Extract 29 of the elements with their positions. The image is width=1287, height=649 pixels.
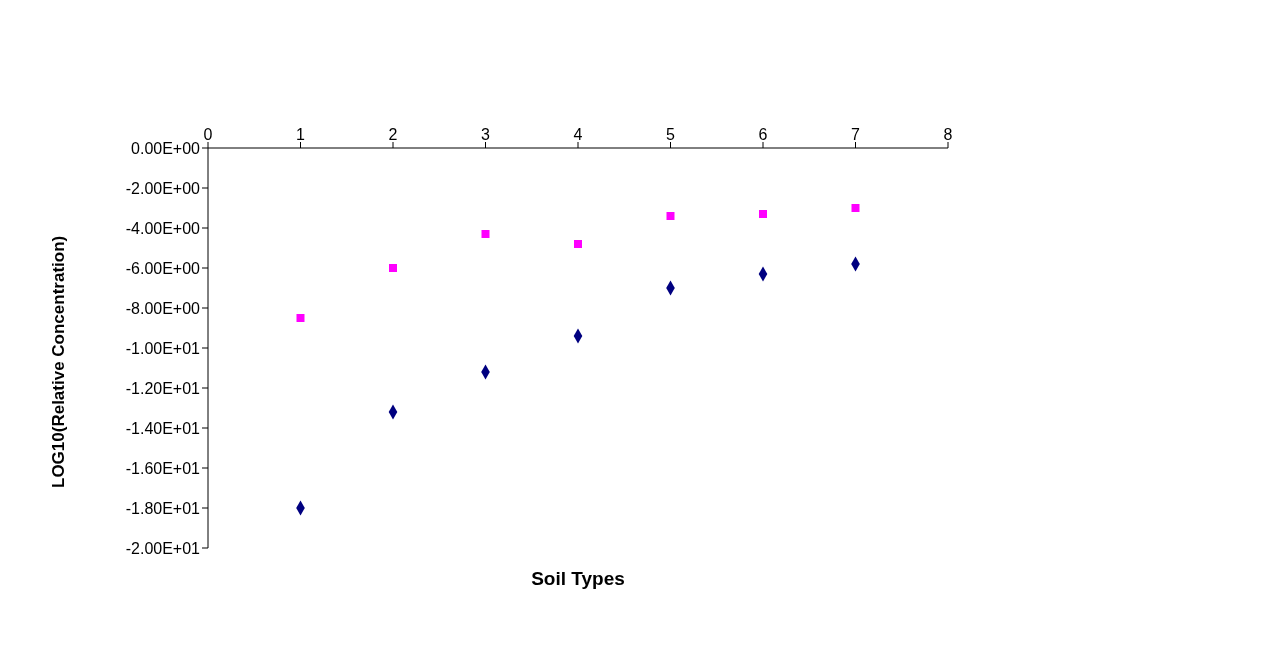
point	[481, 230, 490, 238]
x-tick-label: 4	[573, 126, 583, 143]
x-tick-label: 8	[943, 126, 953, 143]
x-tick-label: 0	[203, 126, 213, 143]
y-tick-label: -1.60E+01	[125, 459, 201, 477]
y-tick-label: -2.00E+00	[125, 179, 201, 197]
point	[296, 314, 305, 322]
x-tick-label: 5	[666, 126, 676, 143]
y-tick-label: -1.00E+01	[125, 339, 201, 357]
point	[851, 204, 860, 212]
y-tick-label: -1.20E+01	[125, 379, 201, 397]
y-tick-label: 0.00E+00	[131, 139, 201, 157]
y-axis-title: LOG10(Relative Concentration)	[49, 235, 69, 488]
x-tick-label: 1	[296, 126, 306, 143]
y-tick-label: -1.40E+01	[125, 419, 201, 437]
x-tick-label: 6	[758, 126, 768, 143]
point	[666, 212, 675, 220]
x-axis-title: Soil Types	[530, 568, 626, 590]
x-tick-label: 2	[388, 126, 398, 143]
y-tick-label: -2.00E+01	[125, 539, 201, 557]
x-tick-label: 7	[851, 126, 861, 143]
y-tick-label: -8.00E+00	[125, 299, 201, 317]
point	[759, 210, 767, 218]
y-tick-label: -4.00E+00	[125, 219, 201, 237]
y-tick-label: -6.00E+00	[125, 259, 201, 277]
y-tick-label: -1.80E+01	[125, 499, 201, 517]
point	[574, 240, 582, 248]
x-tick-label: 3	[481, 126, 491, 143]
point	[389, 264, 397, 272]
